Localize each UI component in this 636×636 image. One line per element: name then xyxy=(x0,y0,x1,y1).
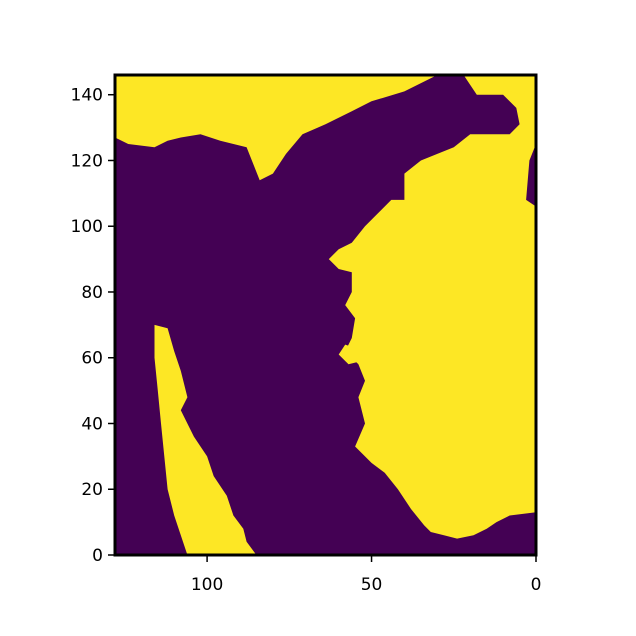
y-tick-label: 100 xyxy=(71,217,103,237)
small-island-coast xyxy=(338,344,365,365)
x-tick-label: 100 xyxy=(191,575,223,595)
small-island-top-right xyxy=(503,75,530,95)
plot-frame xyxy=(113,73,538,557)
y-tick-label: 40 xyxy=(81,414,103,434)
x-axis: 100 50 0 xyxy=(191,555,542,595)
y-tick-label: 140 xyxy=(71,86,103,106)
high-value-regions xyxy=(115,75,536,555)
y-tick-label: 120 xyxy=(71,151,103,171)
island-strip xyxy=(154,324,257,555)
x-tick-label: 0 xyxy=(531,575,542,595)
land-mass-main xyxy=(115,75,536,539)
x-tick-label: 50 xyxy=(361,575,383,595)
plot-area xyxy=(113,73,538,557)
y-tick-label: 20 xyxy=(81,480,103,500)
y-tick-label: 80 xyxy=(81,283,103,303)
y-tick-label: 60 xyxy=(81,349,103,369)
y-tick-label: 0 xyxy=(92,546,103,566)
y-axis: 0 20 40 60 80 100 120 140 xyxy=(71,86,115,566)
